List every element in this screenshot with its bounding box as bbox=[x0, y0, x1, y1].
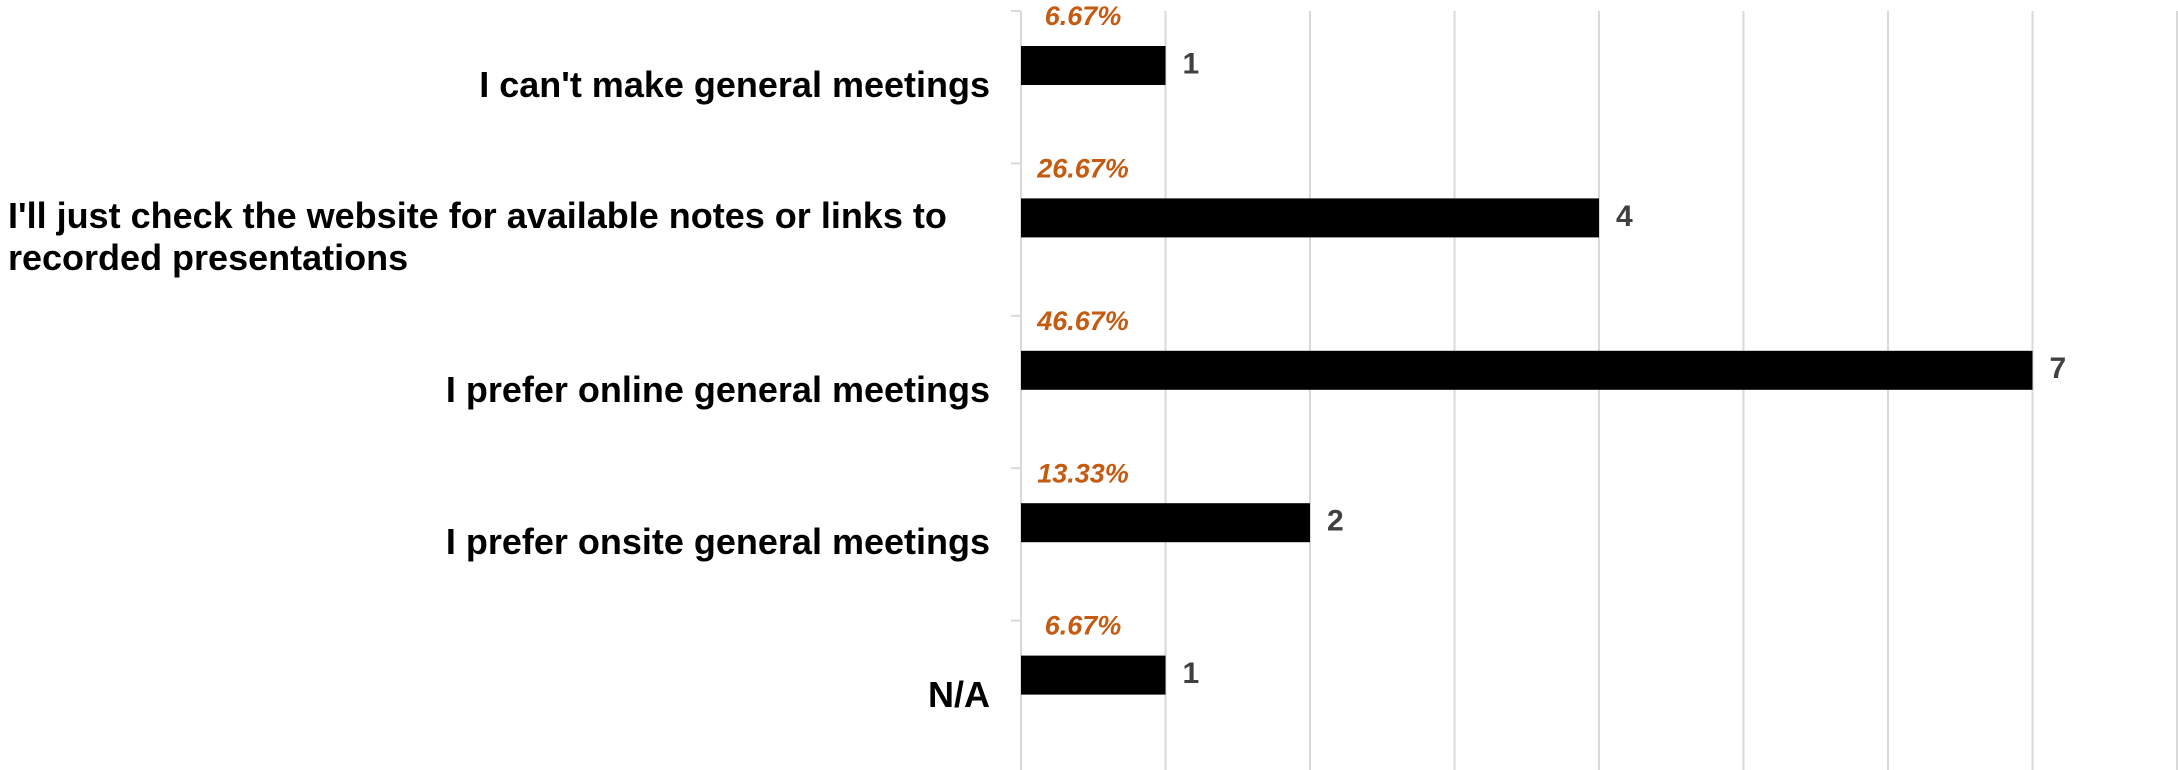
category-label: N/A bbox=[928, 673, 990, 715]
percent-label: 46.67% bbox=[1036, 306, 1129, 336]
bar bbox=[1021, 503, 1310, 543]
data-label: 4 bbox=[1616, 200, 1633, 233]
category-label: I prefer online general meetings bbox=[445, 368, 990, 410]
bar bbox=[1021, 655, 1166, 695]
data-label: 2 bbox=[1327, 505, 1344, 538]
category-label: I can't make general meetings bbox=[479, 64, 990, 105]
category-label-box: I prefer online general meetings bbox=[8, 369, 990, 411]
data-label: 1 bbox=[1183, 657, 1200, 690]
percent-label: 13.33% bbox=[1037, 458, 1129, 488]
bar bbox=[1021, 198, 1599, 238]
category-label-box: I can't make general meetings bbox=[8, 64, 990, 106]
bar bbox=[1021, 350, 2033, 390]
category-label-box: N/A bbox=[8, 674, 990, 716]
category-label: I prefer onsite general meetings bbox=[445, 521, 990, 563]
category-label-box: I'll just check the website for availabl… bbox=[8, 195, 990, 279]
category-label-box: I prefer onsite general meetings bbox=[8, 521, 990, 563]
data-label: 1 bbox=[1183, 47, 1200, 80]
percent-label: 6.67% bbox=[1045, 1, 1122, 31]
bar bbox=[1021, 46, 1166, 85]
percent-label: 26.67% bbox=[1036, 154, 1129, 184]
category-label: I'll just check the website for availabl… bbox=[8, 195, 947, 279]
data-label: 7 bbox=[2050, 352, 2067, 385]
percent-label: 6.67% bbox=[1045, 611, 1122, 641]
